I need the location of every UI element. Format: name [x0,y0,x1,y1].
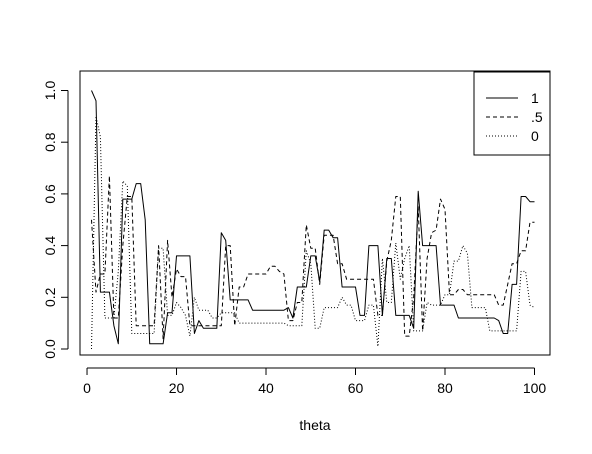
y-tick-label: 0.2 [42,287,58,307]
x-tick-label: 0 [83,380,91,396]
series-line-0 [91,90,535,345]
series-line-2 [91,115,535,350]
legend-label: 1 [531,90,539,106]
legend-label: .5 [531,109,543,125]
x-tick-label: 40 [258,380,274,396]
x-tick-label: 20 [169,380,185,396]
x-axis: 0 20 40 60 80 100 [83,367,547,396]
y-tick-label: 1.0 [42,81,58,101]
x-tick-label: 80 [437,380,453,396]
y-tick-label: 0.6 [42,184,58,204]
legend-label: 0 [531,128,539,144]
x-axis-label: theta [299,417,330,433]
y-tick-label: 0.4 [42,236,58,256]
y-axis: 0.0 0.2 0.4 0.6 0.8 1.0 [42,81,69,359]
plot-frame [79,70,551,356]
legend-box [473,71,551,156]
x-tick-label: 60 [348,380,364,396]
y-tick-label: 0.8 [42,132,58,152]
y-tick-label: 0.0 [42,339,58,359]
series-layer [91,90,535,350]
series-line-1 [91,175,535,340]
x-tick-label: 100 [523,380,547,396]
legend: 1.50 [473,71,551,156]
